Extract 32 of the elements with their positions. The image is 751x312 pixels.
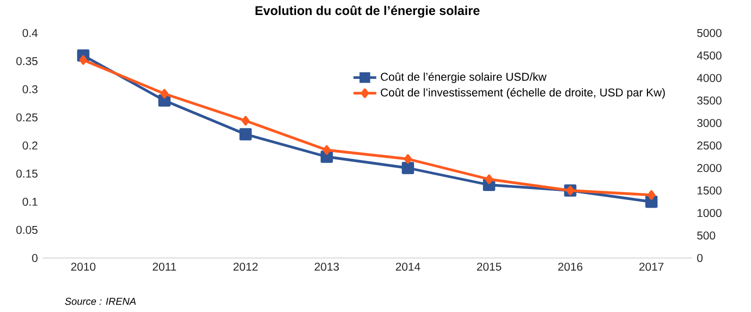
x-tick-label: 2013 [314,262,339,271]
x-tick-label: 2015 [477,262,502,271]
y2-tick-label: 0 [697,254,703,262]
y2-tick-label: 1500 [698,186,722,195]
x-tick-label: 2014 [396,262,420,271]
chart-title: Evolution du coût de l’énergie solaire [256,5,480,18]
y-tick-label: 0.3 [22,85,38,94]
x-tick-label: 2017 [639,262,664,271]
x-tick-label: 2011 [152,262,176,271]
legend-label: Coût de l’énergie solaire USD/kw [380,72,547,84]
x-tick-label: 2012 [234,262,258,271]
y-tick-label: 0.15 [16,170,38,178]
y-tick-label: 0.2 [22,142,38,150]
y2-tick-label: 4000 [696,74,722,82]
x-tick-label: 2010 [71,262,96,271]
x-tick-label: 2016 [558,262,582,271]
y2-tick-label: 5000 [697,29,722,38]
y2-tick-label: 3500 [697,96,722,105]
y-tick-label: 0.05 [16,226,38,234]
source-note: Source : IRENA [65,298,136,305]
legend-label: Coût de l’investissement (échelle de droite, USD par Kw) [380,88,665,99]
y-tick-label: 0.1 [22,198,38,206]
y2-tick-label: 4500 [696,52,722,60]
y-tick-label: 0 [32,254,38,262]
y2-tick-label: 3000 [697,119,722,128]
y2-tick-label: 500 [697,231,716,240]
y2-tick-label: 2000 [697,164,722,172]
y-tick-label: 0.4 [22,29,38,38]
y-tick-label: 0.25 [16,113,38,122]
y2-tick-label: 1000 [698,208,722,218]
y2-tick-label: 2500 [697,142,722,150]
y-tick-label: 0.35 [16,57,38,66]
